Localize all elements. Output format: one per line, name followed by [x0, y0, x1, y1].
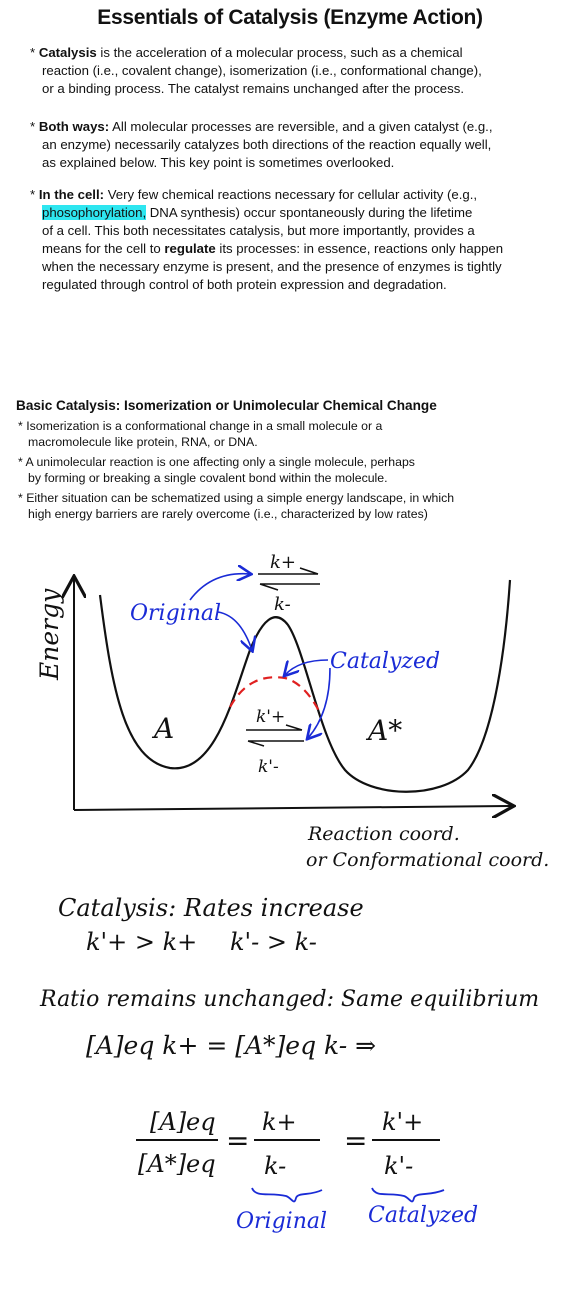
- bullet-both-ways: * Both ways: All molecular processes are…: [30, 118, 565, 172]
- note-rate-inequality: k'- > k-: [230, 928, 317, 956]
- item-text: * A unimolecular reaction is one affecti…: [18, 455, 415, 469]
- page-title: Essentials of Catalysis (Enzyme Action): [97, 6, 483, 29]
- label-original-bottom: Original: [236, 1209, 327, 1234]
- y-axis-label: Energy: [35, 588, 64, 681]
- bullet-text: of a cell. This both necessitates cataly…: [42, 223, 475, 238]
- bullet-text: its processes: in essence, reactions onl…: [215, 241, 504, 256]
- section-item: * Isomerization is a conformational chan…: [18, 418, 573, 450]
- equilibrium-arrows: [258, 567, 319, 575]
- arrow-catalyzed-to-curve: [285, 659, 329, 675]
- item-text: by forming or breaking a single covalent…: [28, 471, 388, 485]
- fraction-denominator: k'-: [384, 1152, 413, 1180]
- underbrace: [371, 1187, 445, 1203]
- note-ratio-unchanged: Ratio remains unchanged: Same equilibriu…: [39, 987, 539, 1012]
- rate-k-minus: k-: [274, 594, 291, 615]
- bullet-marker: *: [30, 119, 36, 134]
- arrow-original-to-rates: [189, 574, 250, 601]
- label-catalyzed-bottom: Catalyzed: [368, 1203, 478, 1228]
- underbrace: [251, 1187, 323, 1203]
- rate-k-minus-prime: k'-: [258, 757, 279, 777]
- rate-k-plus: k+: [270, 552, 296, 573]
- bullet-term: Catalysis: [38, 45, 97, 60]
- note-rates-increase: Catalysis: Rates increase: [58, 894, 364, 922]
- bullet-text: All molecular processes are reversible, …: [109, 119, 493, 134]
- equals-sign: =: [226, 1124, 249, 1157]
- note-equilibrium-equation: [A]eq k+ = [A*]eq k- ⇒: [86, 1031, 376, 1060]
- item-text: * Isomerization is a conformational chan…: [18, 419, 383, 433]
- bullet-marker: *: [30, 187, 36, 202]
- bullet-text: regulated through control of both protei…: [42, 277, 447, 292]
- section-item: * Either situation can be schematized us…: [18, 490, 573, 522]
- bullet-term-regulate: regulate: [164, 241, 216, 256]
- bullet-term: Both ways:: [38, 119, 110, 134]
- item-text: high energy barriers are rarely overcome…: [28, 507, 428, 521]
- bullet-text: means for the cell to: [42, 241, 165, 256]
- highlighted-word: phosophorylation,: [42, 205, 147, 220]
- equals-sign: =: [344, 1124, 367, 1157]
- fraction-numerator: k'+: [382, 1108, 423, 1136]
- note-rate-inequality: k'+ > k+: [86, 928, 197, 956]
- arrow-catalyzed-to-rates: [308, 667, 331, 738]
- equilibrium-arrows: [259, 583, 320, 591]
- bullet-text: when the necessary enzyme is present, an…: [42, 259, 502, 274]
- section-item: * A unimolecular reaction is one affecti…: [18, 454, 573, 486]
- bullet-in-the-cell: * In the cell: Very few chemical reactio…: [30, 186, 565, 294]
- bullet-catalysis: * Catalysis is the acceleration of a mol…: [30, 44, 565, 98]
- item-text: macromolecule like protein, RNA, or DNA.: [28, 435, 258, 449]
- x-axis-label: or Conformational coord.: [306, 849, 549, 871]
- bullet-text: Very few chemical reactions necessary fo…: [104, 187, 478, 202]
- bullet-text: as explained below. This key point is so…: [42, 155, 395, 170]
- bullet-term: In the cell:: [38, 187, 105, 202]
- bullet-text: reaction (i.e., covalent change), isomer…: [42, 63, 482, 78]
- state-a-label: A: [151, 712, 174, 745]
- x-axis-label: Reaction coord.: [307, 823, 460, 845]
- bullet-text: or a binding process. The catalyst remai…: [42, 81, 464, 96]
- bullet-text: an enzyme) necessarily catalyzes both di…: [42, 137, 492, 152]
- x-axis: [73, 806, 512, 810]
- section-heading: Basic Catalysis: Isomerization or Unimol…: [16, 398, 437, 413]
- equilibrium-arrows: [246, 724, 303, 731]
- label-catalyzed: Catalyzed: [330, 649, 440, 674]
- bullet-text: is the acceleration of a molecular proce…: [96, 45, 463, 60]
- item-text: * Either situation can be schematized us…: [18, 491, 455, 505]
- fraction-numerator: k+: [262, 1108, 297, 1136]
- energy-curve-original: [98, 579, 512, 793]
- fraction-denominator: [A*]eq: [138, 1150, 216, 1178]
- rate-k-plus-prime: k'+: [256, 707, 285, 727]
- bullet-text: DNA synthesis) occur spontaneously durin…: [146, 205, 473, 220]
- state-a-star-label: A*: [365, 714, 402, 747]
- label-original: Original: [130, 601, 221, 626]
- arrow-original-to-curve: [217, 611, 252, 650]
- fraction-denominator: k-: [264, 1152, 286, 1180]
- bullet-marker: *: [30, 45, 36, 60]
- equilibrium-arrows: [247, 740, 304, 747]
- fraction-numerator: [A]eq: [150, 1108, 216, 1136]
